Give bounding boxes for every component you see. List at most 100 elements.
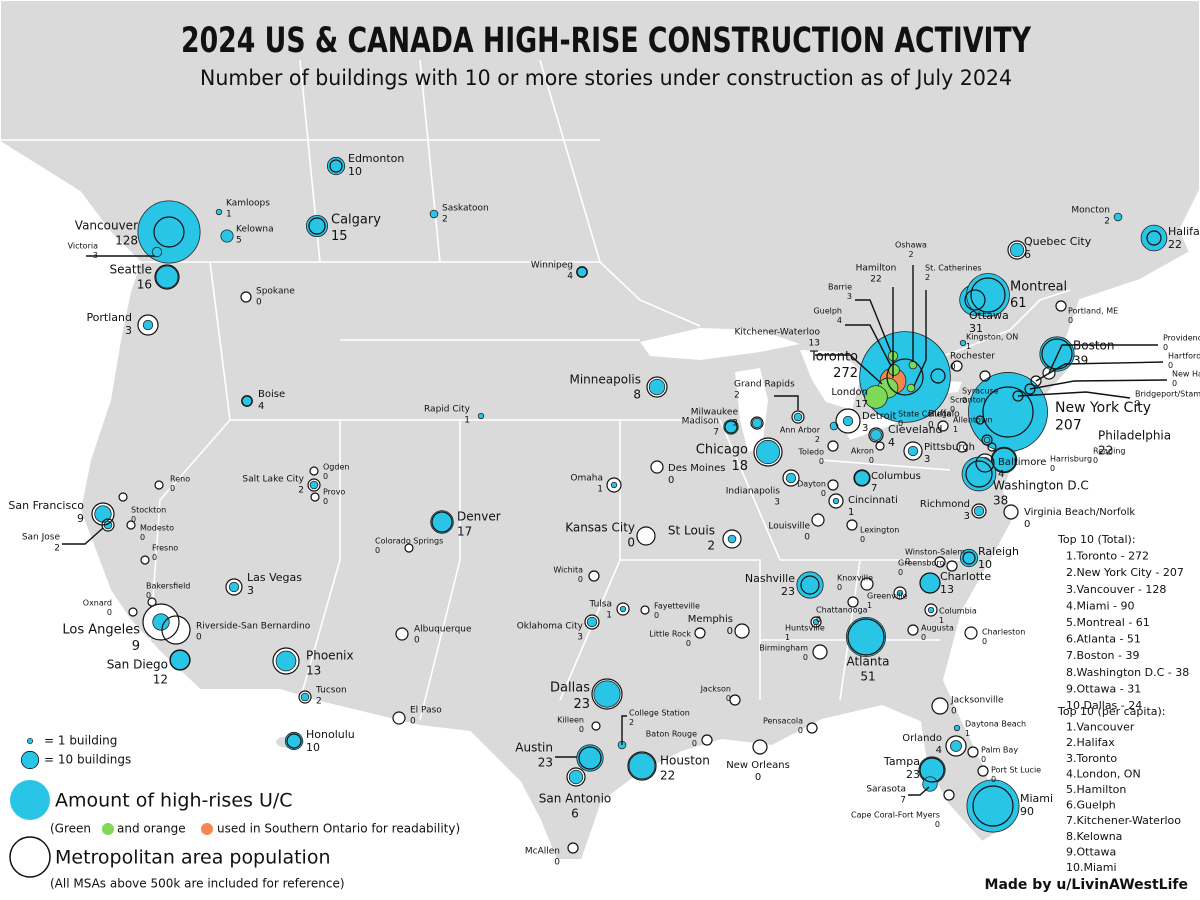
city-count: 0: [654, 611, 659, 620]
city-count: 0: [991, 775, 996, 784]
list-heading: Top 10 (per capita):: [1057, 705, 1166, 718]
city-count: 2: [1135, 399, 1140, 408]
city-name: Grand Rapids: [734, 380, 795, 390]
high-rise-circle: [593, 680, 621, 708]
leader-line: [845, 324, 892, 367]
city-name: Harrisburg: [1050, 455, 1092, 464]
high-rise-circle: [922, 776, 938, 792]
population-circle: [893, 586, 907, 600]
population-circle: [724, 420, 738, 434]
city-name: Victoria: [68, 242, 98, 251]
city-count: 23: [906, 768, 920, 781]
population-fill: [155, 481, 163, 489]
title: 2024 US & CANADA HIGH-RISE CONSTRUCTION …: [181, 21, 1031, 61]
city-name: Phoenix: [306, 649, 354, 663]
city-name: Minneapolis: [569, 373, 641, 387]
city-count: 17: [855, 399, 868, 410]
high-rise-circle: [576, 744, 604, 772]
city-count: 0: [950, 405, 955, 414]
city-count: 0: [803, 653, 808, 662]
population-circle: [241, 395, 253, 407]
city-count: 3: [732, 418, 738, 428]
city-count: 0: [898, 419, 903, 428]
population-circle: [1024, 383, 1036, 395]
population-fill: [129, 608, 137, 616]
population-fill: [876, 442, 884, 450]
city-count: 0: [982, 637, 987, 646]
city-name: Barrie: [828, 283, 852, 292]
city-name: Bakersfield: [146, 582, 190, 591]
population-circle: [1055, 300, 1067, 312]
legend-note: used in Southern Ontario for readability…: [217, 822, 460, 836]
city-name: Sarasota: [866, 785, 906, 795]
population-circle: [722, 529, 742, 549]
high-rise-circle: [812, 618, 820, 626]
population-circle: [975, 453, 995, 473]
city-name: Port St Lucie: [991, 766, 1041, 775]
city-name: Cape Coral-Fort Myers: [851, 811, 940, 820]
city-name: Raleigh: [978, 545, 1019, 558]
population-circle: [811, 513, 825, 527]
city-name: Jacksonville: [950, 696, 1004, 706]
list-item: 9.Ottawa - 31: [1066, 682, 1141, 695]
city-name: Boston: [1073, 339, 1114, 353]
city-count: 10: [348, 165, 362, 178]
population-circle: [750, 416, 764, 430]
high-rise-circle: [619, 605, 627, 613]
list-heading: Top 10 (Total):: [1057, 533, 1136, 546]
list-item: 5.Hamilton: [1066, 783, 1126, 796]
city-count: 207: [1055, 418, 1082, 434]
population-fill: [947, 561, 957, 571]
city-name: Daytona Beach: [965, 720, 1026, 729]
city-name: Colorado Springs: [375, 537, 443, 546]
city-count: 1: [953, 425, 958, 434]
city-count: 13: [306, 664, 321, 678]
city-name: Cincinnati: [848, 495, 898, 506]
high-rise-circle: [648, 378, 666, 396]
legend-note: and orange: [117, 822, 186, 836]
population-circle: [853, 469, 871, 487]
city-name: Chicago: [696, 443, 748, 458]
leader-line: [913, 290, 927, 387]
city-count: 13: [940, 583, 954, 596]
population-fill: [968, 747, 978, 757]
high-rise-circle: [228, 581, 240, 593]
population-circle: [431, 511, 453, 533]
city-name: Denver: [457, 510, 501, 524]
population-fill: [847, 520, 857, 530]
city-count: 22: [1098, 444, 1113, 458]
high-rise-circle: [430, 510, 454, 534]
high-rise-circle: [973, 505, 985, 517]
population-circle: [924, 603, 938, 617]
city-count: 1: [785, 633, 790, 642]
population-circle: [137, 314, 159, 336]
high-rise-circle: [751, 417, 763, 429]
population-circle: [694, 627, 706, 639]
list-item: 10.Miami: [1066, 861, 1117, 874]
high-rise-circle: [727, 534, 737, 544]
population-fill: [641, 606, 649, 614]
city-name: Portland: [86, 311, 132, 324]
population-circle: [812, 644, 828, 660]
city-count: 0: [196, 632, 202, 642]
population-fill: [651, 461, 663, 473]
population-circle: [907, 624, 919, 636]
city-count: 15: [331, 229, 348, 244]
city-name: Reno: [170, 475, 190, 484]
city-count: 0: [951, 706, 957, 716]
list-item: 10.Dallas - 24: [1066, 699, 1142, 712]
list-item: 3.Vancouver - 128: [1066, 583, 1166, 596]
population-circle: [576, 266, 588, 278]
high-rise-circle: [1039, 336, 1075, 372]
city-count: 3: [93, 251, 98, 260]
city-count: 0: [686, 639, 691, 648]
high-rise-circle: [966, 779, 1020, 833]
city-count: 0: [921, 633, 926, 642]
legend-dot-1: [26, 737, 34, 745]
population-fill: [141, 556, 149, 564]
city-count: 22: [1168, 238, 1182, 251]
city-count: 0: [755, 772, 761, 783]
city-count: 2: [815, 435, 820, 444]
high-rise-circle: [284, 731, 304, 751]
population-fill: [1004, 505, 1018, 519]
